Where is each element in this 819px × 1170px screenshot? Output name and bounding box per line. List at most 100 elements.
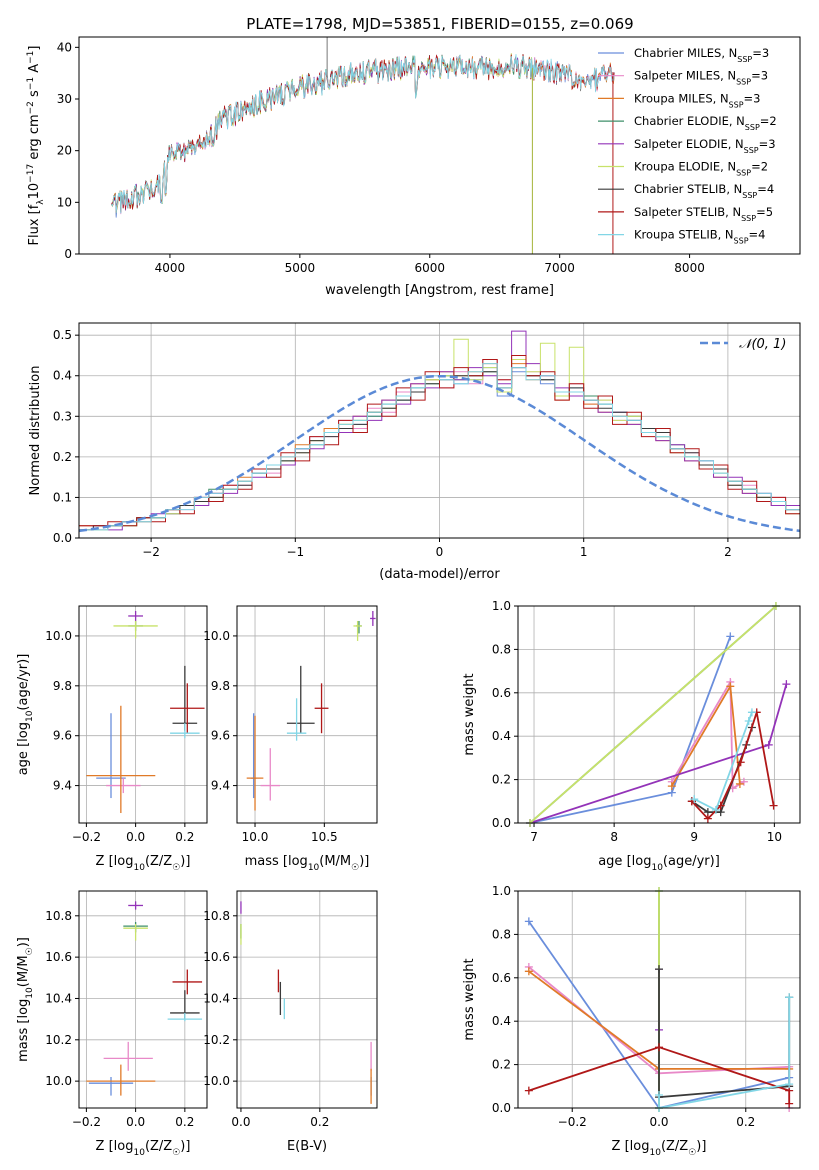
- y-tick-label: 9.6: [53, 729, 72, 743]
- series-marker: [747, 708, 756, 717]
- x-tick-label: 1: [580, 545, 588, 559]
- label-part: log: [16, 722, 31, 742]
- label-part: log: [632, 854, 652, 869]
- label-part: (age/yr)]: [16, 654, 31, 711]
- series-line: [529, 636, 732, 824]
- series-marker: [690, 795, 699, 804]
- x-tick-label: −0.2: [72, 830, 101, 844]
- age-vs-mass-plot: 10.0 10.5 9.4 9.6 9.8 10.0 mass [log10(M/M☉)]: [203, 605, 378, 873]
- y-tick-label: 0.8: [492, 642, 511, 656]
- series-line: [658, 997, 791, 1110]
- series-marker: [785, 1099, 794, 1108]
- y-tick-label: 0.0: [492, 816, 511, 830]
- point-kroupa-stelib: [286, 698, 307, 741]
- x-tick-label: 10.5: [311, 830, 338, 844]
- point-salpeter-elodie: [370, 610, 376, 626]
- series-line: [529, 683, 788, 824]
- legend-value: =3: [751, 69, 768, 83]
- y-tick-label: 0.4: [492, 1014, 511, 1028]
- series-marker: [735, 779, 744, 788]
- legend-sub: SSP: [736, 77, 751, 86]
- series-salpeter-elodie: [526, 680, 791, 827]
- x-tick-label: 0.0: [126, 830, 145, 844]
- y-tick-label: 9.4: [53, 779, 72, 793]
- series-marker: [667, 782, 676, 791]
- legend-value: =2: [751, 160, 768, 174]
- label-part: age [: [598, 854, 631, 869]
- legend-sub: SSP: [745, 123, 760, 132]
- series-line: [528, 1046, 791, 1104]
- legend-sub: SSP: [729, 100, 744, 109]
- legend-name: Kroupa STELIB, N: [634, 228, 734, 242]
- y-label-part: Flux [f: [27, 204, 42, 245]
- label-sub: ☉: [172, 1148, 180, 1158]
- label-part: log: [288, 854, 308, 869]
- point-kroupa-stelib: [170, 723, 200, 739]
- label-part: (age/yr)]: [663, 854, 720, 869]
- label-sub: ☉: [351, 863, 359, 873]
- point-kroupa-miles: [86, 705, 156, 814]
- label-part: log: [630, 1139, 650, 1154]
- x-axis-label: E(B-V): [287, 1139, 327, 1154]
- series-marker: [524, 917, 533, 926]
- y-tick-label: 0.6: [492, 971, 511, 985]
- label-part: (Z/Z: [145, 1139, 172, 1154]
- point-chabrier-miles: [88, 1077, 134, 1096]
- point-salpeter-stelib: [172, 969, 203, 995]
- y-tick-label: 0.2: [492, 1058, 511, 1072]
- y-tick-label: 10.8: [45, 909, 72, 923]
- x-tick-label: −2: [142, 545, 160, 559]
- series-marker: [655, 1090, 663, 1099]
- x-tick-label: 9: [690, 830, 698, 844]
- y-tick-label: 1.0: [492, 884, 511, 898]
- x-tick-label: −0.2: [72, 1115, 101, 1129]
- y-axis-label: mass weight: [462, 958, 477, 1040]
- y-tick-label: 10.6: [45, 950, 72, 964]
- y-tick-label: 10.0: [203, 1074, 230, 1088]
- label-part: E(B-V): [287, 1139, 327, 1154]
- x-tick-label: 2: [724, 545, 732, 559]
- x-tick-label: 0.2: [175, 830, 194, 844]
- point-kroupa-miles: [246, 715, 264, 811]
- spectrum-line-kroupa-stelib: [111, 53, 615, 214]
- y-tick-label: 0.5: [53, 328, 72, 342]
- label-part: )]: [180, 1139, 190, 1154]
- y-tick-label: 0.1: [53, 490, 72, 504]
- y-axis-label: Normed distribution: [28, 366, 43, 496]
- y-tick-label: 0.8: [492, 927, 511, 941]
- series-line: [671, 678, 745, 790]
- y-label-part: erg cm: [27, 114, 42, 163]
- spectrum-line-kroupa-elodie: [111, 53, 534, 213]
- y-tick-label: 9.6: [211, 729, 230, 743]
- y-tick-label: 10.0: [203, 629, 230, 643]
- weight-vs-Z-plot: −0.2 0.0 0.2 0.0 0.2 0.4 0.6 0.8 1.0 Z [log10(Z/Z…: [462, 884, 801, 1158]
- y-label-part: s: [27, 90, 42, 101]
- series-line: [693, 711, 753, 812]
- legend-entry-chabrier-miles: Chabrier MILES, NSSP=3: [634, 46, 769, 64]
- series-marker: [726, 682, 735, 691]
- y-tick-label: 10.4: [203, 991, 230, 1005]
- label-sub: ☉: [25, 947, 35, 955]
- series-marker: [524, 1086, 533, 1095]
- x-tick-label: 10: [767, 830, 782, 844]
- label-part: mass [: [16, 1019, 31, 1062]
- label-part: (Z/Z: [145, 854, 172, 869]
- point-salpeter-stelib: [314, 683, 329, 734]
- y-tick-label: 0.2: [492, 773, 511, 787]
- plot-frame: [78, 322, 801, 539]
- spectrum-line-chabrier-elodie: [111, 54, 534, 213]
- x-tick-label: 5000: [285, 261, 316, 275]
- y-tick-label: 10.0: [45, 629, 72, 643]
- series-line: [658, 969, 791, 1099]
- label-part: mass [: [245, 854, 288, 869]
- label-part: )]: [696, 1139, 706, 1154]
- legend-entry-gaussian: 𝒩(0, 1): [739, 337, 786, 352]
- legend-sub: SSP: [742, 191, 757, 200]
- legend-sub: SSP: [741, 213, 756, 222]
- legend-sub: SSP: [734, 236, 749, 245]
- label-part: (M/M: [16, 955, 31, 987]
- x-tick-label: 0.0: [649, 1115, 668, 1129]
- label-sub: ☉: [172, 863, 180, 873]
